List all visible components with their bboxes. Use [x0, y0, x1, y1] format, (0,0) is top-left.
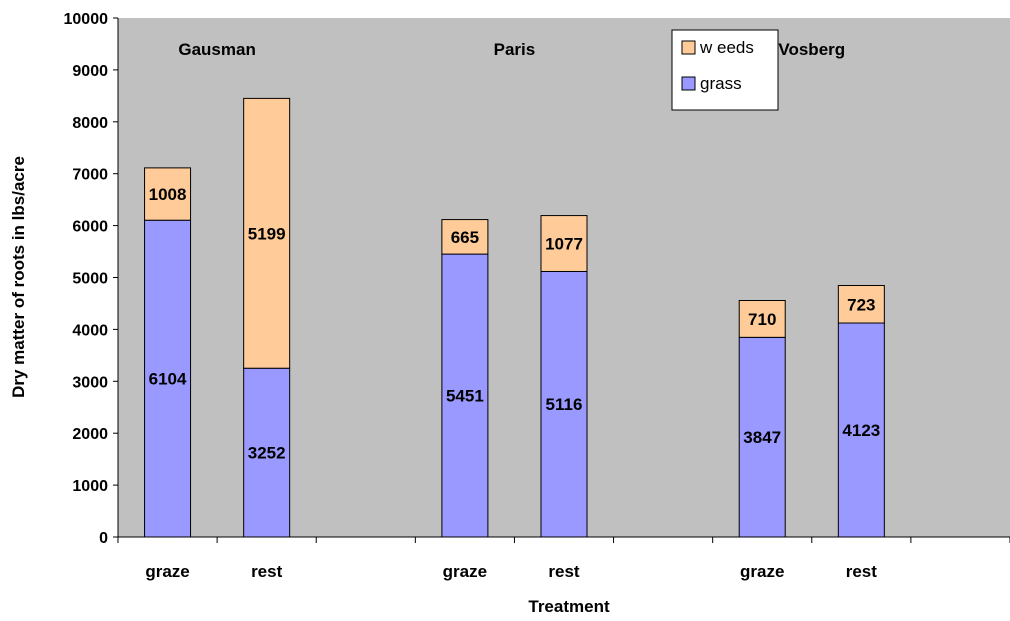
bar-grass	[243, 367, 291, 538]
data-label-grass: 5451	[446, 387, 484, 406]
data-label-weeds: 1077	[545, 235, 583, 254]
group-label: Paris	[494, 40, 536, 59]
data-label-weeds: 710	[748, 310, 776, 329]
bar-grass	[540, 270, 588, 538]
bar-weeds	[738, 299, 786, 338]
x-category-label: rest	[846, 562, 878, 581]
bar-weeds	[441, 219, 489, 255]
y-tick-label: 7000	[72, 167, 108, 184]
y-tick-label: 2000	[72, 426, 108, 443]
x-category-label: rest	[548, 562, 580, 581]
data-label-grass: 5116	[546, 395, 583, 414]
legend: w eeds grass	[671, 29, 779, 111]
legend-label: w eeds	[699, 38, 754, 57]
x-category-label: rest	[251, 562, 283, 581]
bar-weeds	[837, 284, 885, 324]
data-label-grass: 6104	[149, 370, 187, 389]
data-label-weeds: 5199	[248, 224, 286, 243]
x-category-label: graze	[740, 562, 784, 581]
x-category-label: graze	[443, 562, 487, 581]
y-tick-label: 0	[99, 530, 108, 547]
x-axis-title: Treatment	[528, 597, 610, 616]
legend-label: grass	[700, 74, 742, 93]
y-axis-title: Dry matter of roots in lbs/acre	[9, 156, 28, 398]
bar-grass	[738, 336, 786, 538]
group-label: Gausman	[178, 40, 255, 59]
y-tick-label: 5000	[72, 271, 108, 288]
bar-weeds	[144, 167, 192, 221]
y-tick-label: 3000	[72, 374, 108, 391]
y-tick-label: 10000	[64, 11, 109, 28]
legend-swatch	[681, 76, 696, 91]
data-label-grass: 4123	[842, 421, 880, 440]
data-label-weeds: 665	[451, 228, 479, 247]
y-tick-label: 1000	[72, 478, 108, 495]
y-tick-label: 8000	[72, 115, 108, 132]
bar-weeds	[540, 215, 588, 272]
x-category-label: graze	[145, 562, 189, 581]
data-label-weeds: 723	[847, 295, 875, 314]
y-tick-label: 6000	[72, 219, 108, 236]
data-label-grass: 3252	[248, 444, 286, 463]
y-tick-label: 4000	[72, 322, 108, 339]
data-label-grass: 3847	[743, 428, 781, 447]
bar-weeds	[243, 97, 291, 369]
y-tick-label: 9000	[72, 63, 108, 80]
legend-swatch	[681, 40, 696, 55]
data-label-weeds: 1008	[149, 185, 187, 204]
group-label: Vosberg	[778, 40, 845, 59]
bar-grass	[144, 219, 192, 538]
